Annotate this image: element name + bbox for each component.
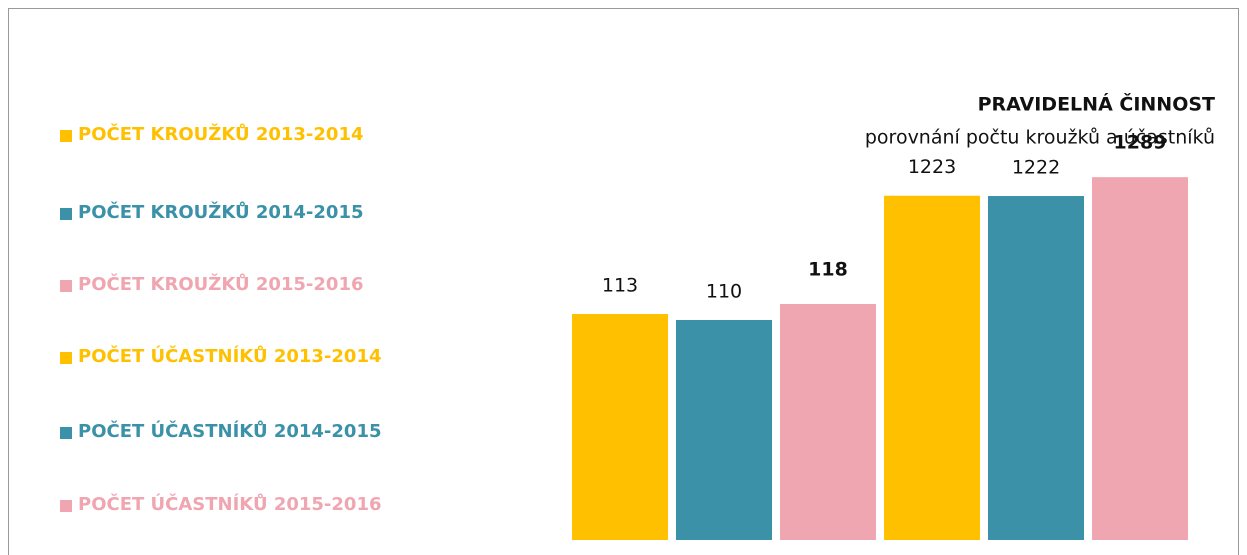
legend-label: POČET KROUŽKŮ 2013-2014: [78, 122, 364, 145]
legend-marker: [60, 130, 72, 142]
data-label: 113: [602, 275, 638, 297]
legend-marker: [60, 427, 72, 439]
bar: [988, 196, 1084, 540]
bar: [572, 314, 668, 540]
data-label: 1223: [908, 156, 956, 178]
legend-marker: [60, 208, 72, 220]
legend-label: POČET ÚČASTNÍKŮ 2013-2014: [78, 344, 382, 367]
bar: [676, 320, 772, 540]
legend-label: POČET KROUŽKŮ 2014-2015: [78, 200, 364, 223]
chart-title: PRAVIDELNÁ ČINNOST: [978, 92, 1215, 116]
legend-marker: [60, 500, 72, 512]
data-label: 110: [706, 281, 742, 303]
data-label: 118: [808, 259, 848, 281]
legend-label: POČET KROUŽKŮ 2015-2016: [78, 272, 364, 295]
bar: [1092, 177, 1188, 541]
legend-label: POČET ÚČASTNÍKŮ 2014-2015: [78, 419, 382, 442]
data-label: 1222: [1012, 157, 1060, 179]
legend-marker: [60, 280, 72, 292]
frame: [8, 8, 1239, 555]
chart-subtitle: porovnání počtu kroužků a účastníků: [865, 127, 1215, 149]
legend-label: POČET ÚČASTNÍKŮ 2015-2016: [78, 492, 382, 515]
legend-marker: [60, 352, 72, 364]
bar: [780, 304, 876, 540]
bar: [884, 195, 980, 540]
data-label: 1289: [1114, 132, 1167, 154]
